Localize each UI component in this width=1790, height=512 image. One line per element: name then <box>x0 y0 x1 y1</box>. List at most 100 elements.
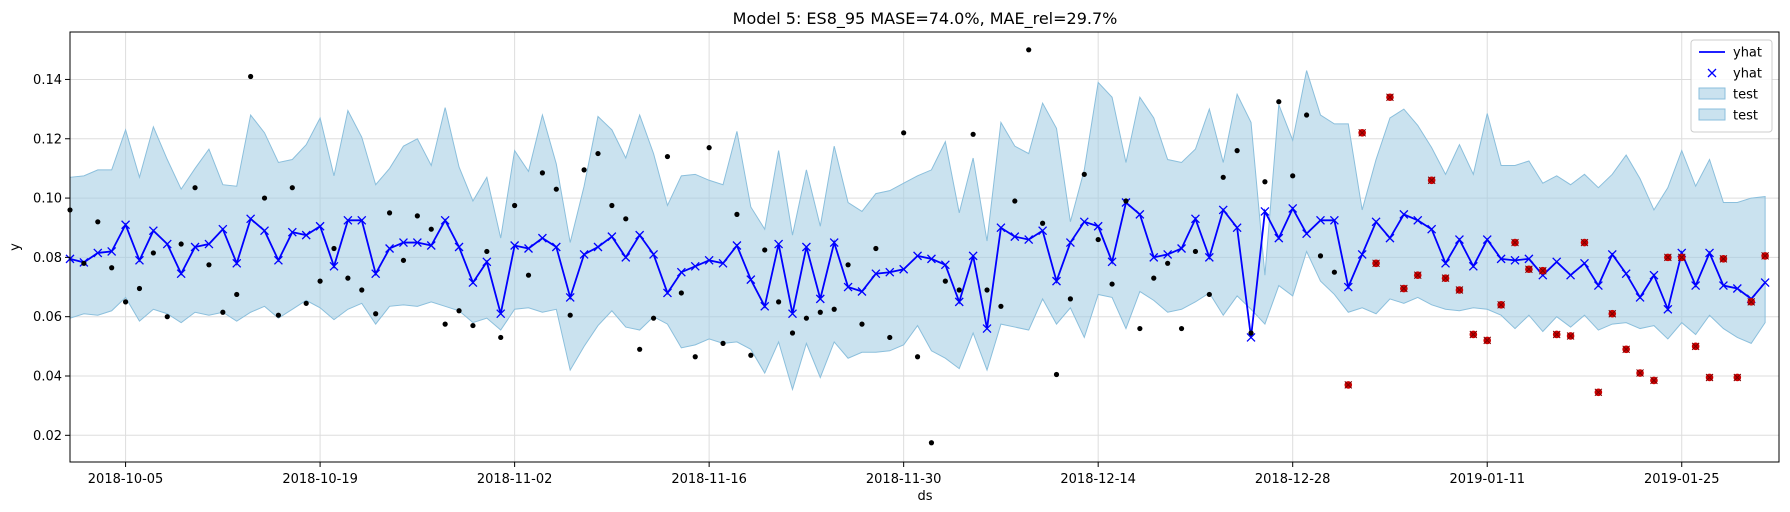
yhat-marker <box>899 264 909 274</box>
yhat-marker <box>913 251 923 261</box>
yhat-marker <box>343 215 353 225</box>
yhat-marker <box>1329 215 1339 225</box>
test-point-cross <box>1761 252 1769 260</box>
legend-label: yhat <box>1733 67 1762 82</box>
observed-point <box>678 290 684 296</box>
observed-point <box>1012 198 1018 204</box>
yhat-marker <box>510 241 520 250</box>
observed-point <box>122 299 129 305</box>
observed-point <box>414 213 420 219</box>
yhat-marker-layer <box>65 198 1770 342</box>
yhat-marker <box>926 254 936 264</box>
observed-point <box>275 312 282 318</box>
yhat-marker <box>801 242 811 252</box>
test-point-cross <box>1691 342 1700 351</box>
yhat-marker <box>273 255 283 265</box>
yhat-marker <box>871 269 881 279</box>
yhat-marker <box>1635 292 1645 302</box>
yhat-marker <box>1274 233 1284 243</box>
test-point-cross <box>1441 274 1450 282</box>
yhat-marker <box>1496 254 1506 264</box>
y-tick-label: 0.06 <box>33 310 62 325</box>
x-tick-label: 2018-12-14 <box>1060 472 1136 487</box>
x-tick-label: 2019-01-25 <box>1644 472 1720 487</box>
observed-point <box>1317 253 1324 259</box>
yhat-marker <box>1552 257 1562 267</box>
observed-point <box>776 299 782 305</box>
observed-point <box>192 185 198 191</box>
yhat-marker <box>996 223 1006 233</box>
observed-point <box>817 309 823 315</box>
observed-point <box>942 278 948 284</box>
yhat-marker <box>385 244 395 253</box>
yhat-marker <box>649 249 659 259</box>
yhat-marker <box>1149 252 1159 262</box>
yhat-marker <box>315 221 325 231</box>
yhat-marker <box>746 275 756 285</box>
yhat-marker <box>1566 270 1576 280</box>
observed-point <box>456 308 462 314</box>
yhat-marker <box>1524 254 1534 264</box>
observed-point <box>386 210 393 216</box>
observed-point <box>359 287 365 293</box>
yhat-marker <box>148 226 158 236</box>
test-point-cross <box>1413 271 1422 280</box>
observed-point <box>581 167 587 173</box>
test-point-cross <box>1650 376 1658 385</box>
observed-point <box>109 265 115 271</box>
test-point-cross <box>1552 330 1561 339</box>
yhat-marker <box>496 309 506 319</box>
yhat-marker <box>579 249 589 259</box>
x-axis: 2018-10-05 2018-10-19 2018-11-02 2018-11-16… <box>88 462 1720 487</box>
plot-area <box>65 31 1780 463</box>
observed-point <box>762 247 768 253</box>
observed-point <box>734 211 740 217</box>
yhat-marker <box>1357 249 1367 259</box>
yhat-marker <box>1177 244 1186 253</box>
yhat-marker <box>968 251 978 261</box>
observed-point <box>873 245 879 252</box>
observed-point <box>1095 236 1101 243</box>
observed-point <box>803 315 809 321</box>
yhat-marker <box>1052 276 1061 286</box>
yhat-marker <box>940 260 950 270</box>
observed-point <box>650 315 657 321</box>
x-tick-label: 2018-12-28 <box>1255 472 1331 487</box>
observed-point <box>525 272 532 278</box>
test-point-cross <box>1580 238 1589 247</box>
yhat-marker <box>1371 217 1381 227</box>
test-point-cross <box>1427 176 1436 185</box>
observed-point <box>81 260 87 266</box>
y-tick-label: 0.04 <box>33 370 62 385</box>
yhat-marker <box>1413 215 1423 225</box>
legend-label: test <box>1733 109 1758 124</box>
yhat-marker <box>107 246 117 256</box>
observed-point <box>220 309 226 315</box>
yhat-marker <box>1649 270 1659 280</box>
test-point-cross <box>1747 298 1756 306</box>
yhat-marker <box>607 232 617 242</box>
yhat-marker <box>829 238 839 248</box>
observed-point <box>1206 291 1212 298</box>
yhat-marker <box>1163 249 1173 259</box>
yhat-marker <box>440 215 450 225</box>
yhat-marker <box>635 230 645 240</box>
observed-point <box>1178 325 1185 332</box>
yhat-marker <box>524 244 533 253</box>
observed-point <box>206 262 212 268</box>
yhat-marker <box>454 242 464 252</box>
observed-point <box>623 216 629 222</box>
yhat-marker <box>1190 214 1200 224</box>
observed-point <box>859 321 865 327</box>
observed-point <box>95 219 101 225</box>
yhat-marker <box>885 267 895 277</box>
yhat-marker <box>1691 281 1701 291</box>
observed-point <box>553 186 559 192</box>
test-point-cross <box>1483 336 1492 345</box>
test-point-cross <box>1511 238 1519 247</box>
observed-point <box>289 185 295 191</box>
yhat-marker <box>704 255 714 265</box>
yhat-marker <box>593 242 603 252</box>
test-point-cross <box>1663 253 1672 262</box>
